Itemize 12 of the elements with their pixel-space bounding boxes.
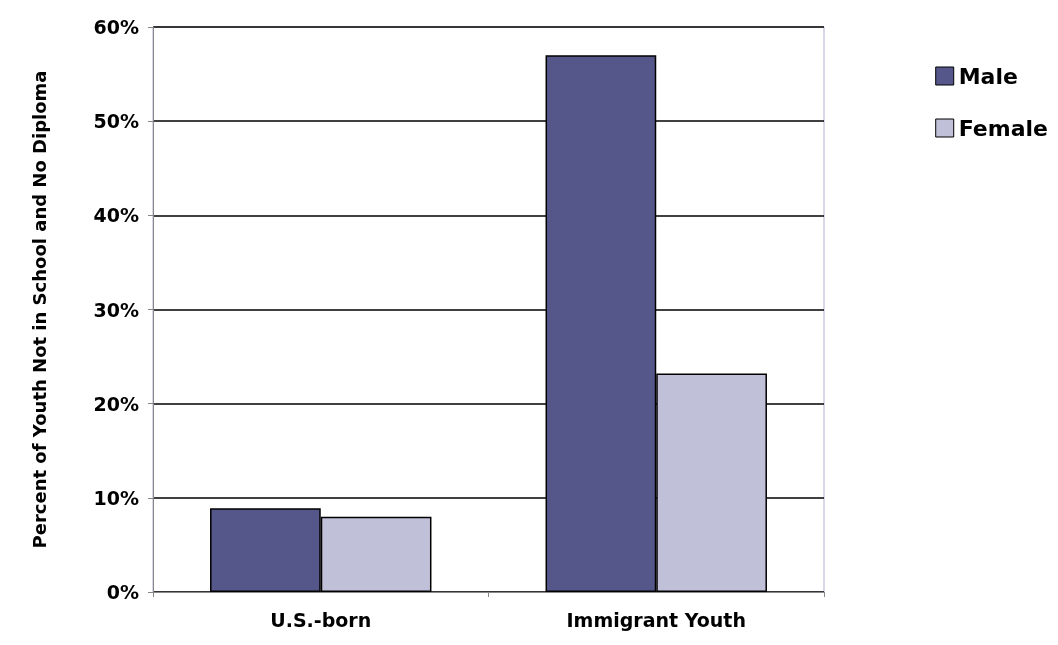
x-tick-label: U.S.-born [270,608,372,631]
x-tick-label: Immigrant Youth [566,608,746,631]
y-tick-label: 60% [93,16,139,38]
y-tick-label: 20% [93,392,139,415]
y-tick-label: 40% [93,204,139,227]
y-tick-label: 0% [106,581,139,603]
legend-label: Female [958,115,1049,141]
y-tick-label: 10% [93,486,139,509]
legend-label: Male [958,63,1018,89]
y-axis-title: Percent of Youth Not in School and No Diploma [28,70,50,549]
y-tick-label: 30% [93,298,139,321]
y-tick-label: 50% [93,110,139,133]
